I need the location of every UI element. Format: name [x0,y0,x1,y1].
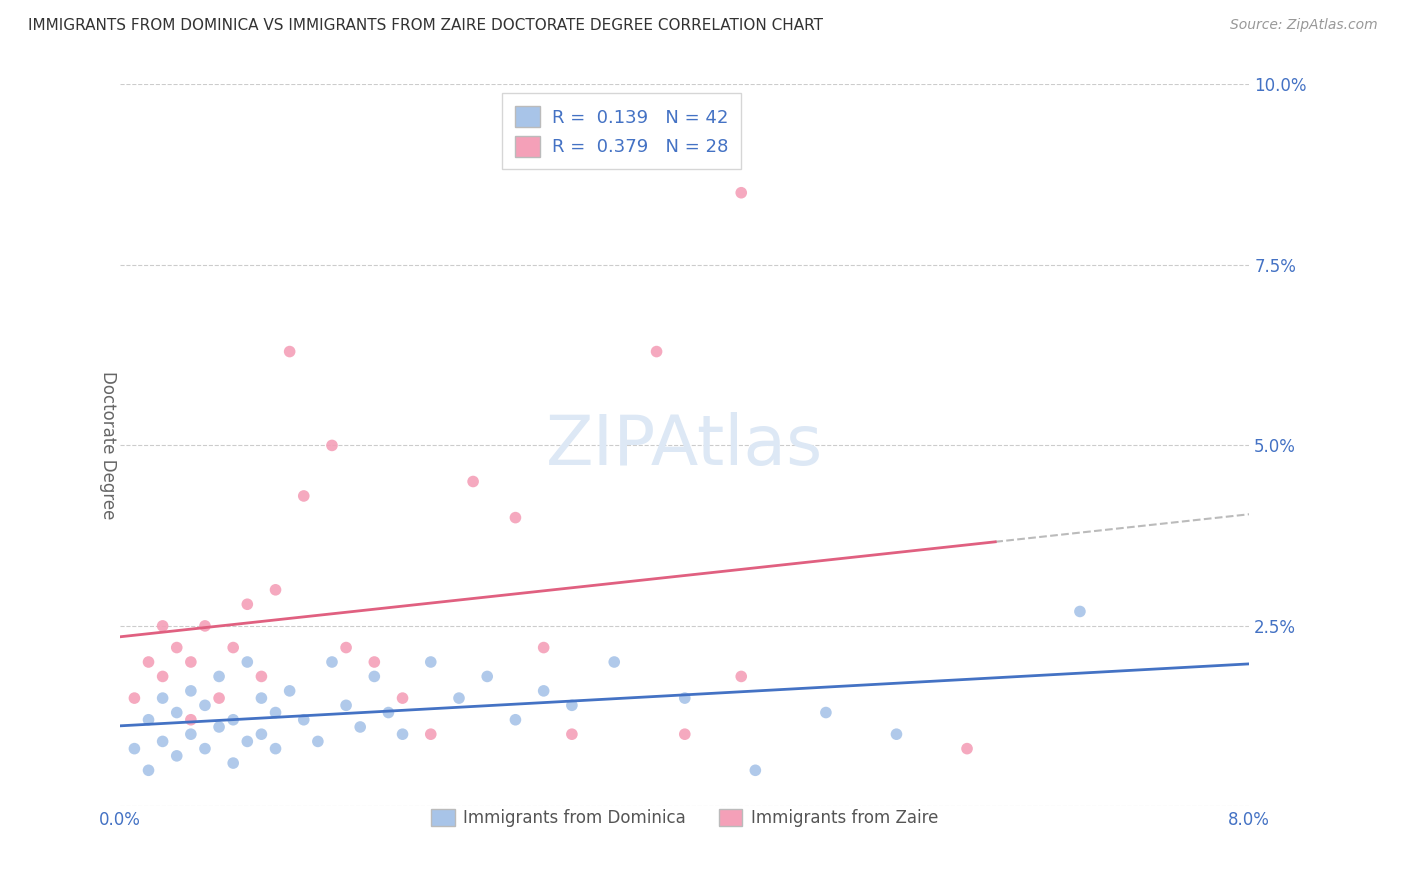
Point [377,706,399,720]
Point [264,741,287,756]
Point [730,669,752,683]
Text: Source: ZipAtlas.com: Source: ZipAtlas.com [1230,18,1378,32]
Point [419,655,441,669]
Point [166,640,188,655]
Point [335,640,357,655]
Point [222,756,245,770]
Point [236,655,259,669]
Point [222,640,245,655]
Point [152,619,174,633]
Point [208,720,231,734]
Point [292,489,315,503]
Point [321,655,343,669]
Point [180,727,202,741]
Point [505,713,527,727]
Point [673,691,696,706]
Point [264,706,287,720]
Point [461,475,484,489]
Point [138,764,160,778]
Point [208,669,231,683]
Point [533,640,555,655]
Point [321,438,343,452]
Point [673,727,696,741]
Point [194,741,217,756]
Point [138,713,160,727]
Point [391,691,413,706]
Point [138,655,160,669]
Point [180,655,202,669]
Point [477,669,499,683]
Y-axis label: Doctorate Degree: Doctorate Degree [100,371,118,520]
Point [886,727,908,741]
Point [814,706,837,720]
Point [278,684,301,698]
Point [505,510,527,524]
Point [124,741,146,756]
Point [152,669,174,683]
Point [730,186,752,200]
Text: IMMIGRANTS FROM DOMINICA VS IMMIGRANTS FROM ZAIRE DOCTORATE DEGREE CORRELATION C: IMMIGRANTS FROM DOMINICA VS IMMIGRANTS F… [28,18,823,33]
Point [250,727,273,741]
Point [264,582,287,597]
Point [250,669,273,683]
Point [180,684,202,698]
Point [208,691,231,706]
Point [222,713,245,727]
Point [278,344,301,359]
Point [744,764,766,778]
Point [1069,604,1091,618]
Point [152,734,174,748]
Point [561,727,583,741]
Point [603,655,626,669]
Point [180,713,202,727]
Point [419,727,441,741]
Point [124,691,146,706]
Point [645,344,668,359]
Point [335,698,357,713]
Point [447,691,470,706]
Point [349,720,371,734]
Point [194,619,217,633]
Text: ZIPAtlas: ZIPAtlas [546,412,824,479]
Point [166,706,188,720]
Point [391,727,413,741]
Point [166,748,188,763]
Point [533,684,555,698]
Point [152,691,174,706]
Point [363,655,385,669]
Point [561,698,583,713]
Point [363,669,385,683]
Legend: Immigrants from Dominica, Immigrants from Zaire: Immigrants from Dominica, Immigrants fro… [425,803,945,834]
Point [250,691,273,706]
Point [292,713,315,727]
Point [307,734,329,748]
Point [236,734,259,748]
Point [956,741,979,756]
Point [194,698,217,713]
Point [236,597,259,611]
